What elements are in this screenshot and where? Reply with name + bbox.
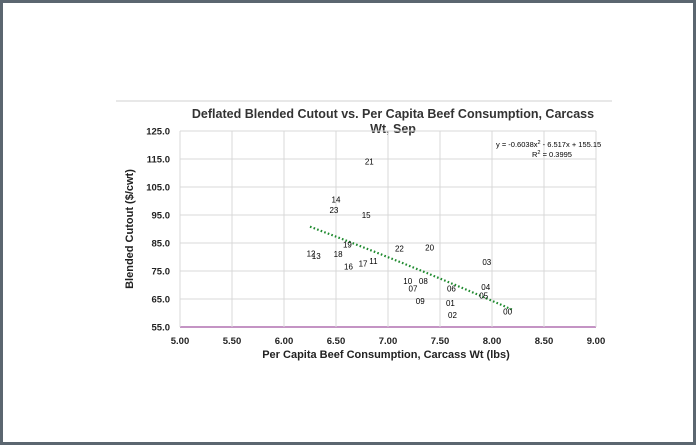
- x-tick-label: 8.50: [535, 336, 554, 347]
- point-label-15: 15: [362, 211, 371, 220]
- point-label-14: 14: [332, 195, 341, 204]
- point-label-01: 01: [446, 299, 455, 308]
- tick-labels: 5.00 5.50 6.00 6.50 7.00 7.50 8.00 8.50 9.00 55.0…: [146, 127, 605, 348]
- trendline-equation: y = -0.6038x2 - 6.517x + 155.15: [496, 140, 601, 149]
- y-tick-label: 115.0: [147, 155, 170, 166]
- point-label-11: 11: [369, 257, 378, 266]
- point-label-00: 00: [503, 308, 512, 317]
- point-label-06: 06: [447, 284, 456, 293]
- x-axis-title: Per Capita Beef Consumption, Carcass Wt …: [262, 349, 510, 361]
- grid: [179, 130, 597, 328]
- y-tick-label: 55.0: [152, 323, 171, 334]
- point-label-08: 08: [419, 277, 428, 286]
- chart-title-line-1: Deflated Blended Cutout vs. Per Capita B…: [192, 107, 594, 121]
- point-label-21: 21: [365, 158, 374, 167]
- y-axis-title: Blended Cutout ($/cwt): [124, 169, 136, 289]
- y-tick-label: 85.0: [152, 239, 171, 250]
- point-label-10: 10: [403, 277, 412, 286]
- x-tick-label: 6.00: [275, 336, 294, 347]
- point-label-19: 19: [343, 241, 352, 250]
- point-label-12: 12: [307, 249, 316, 258]
- y-tick-label: 125.0: [146, 127, 170, 138]
- x-tick-label: 7.50: [431, 336, 450, 347]
- point-label-22: 22: [395, 245, 404, 254]
- point-label-09: 09: [416, 297, 425, 306]
- point-label-16: 16: [344, 263, 353, 272]
- x-tick-label: 6.50: [327, 336, 346, 347]
- x-tick-label: 8.00: [483, 336, 502, 347]
- x-tick-label: 5.50: [223, 336, 242, 347]
- point-label-02: 02: [448, 311, 457, 320]
- point-label-17: 17: [359, 260, 368, 269]
- x-tick-label: 9.00: [587, 336, 606, 347]
- y-tick-label: 95.0: [152, 211, 171, 222]
- y-tick-label: 75.0: [152, 267, 171, 278]
- point-label-07: 07: [409, 284, 418, 293]
- x-tick-label: 7.00: [379, 336, 398, 347]
- point-label-04: 04: [481, 283, 490, 292]
- point-label-18: 18: [334, 250, 343, 259]
- chart-title-line-2: Wt, Sep: [370, 122, 416, 136]
- point-label-05: 05: [479, 292, 488, 301]
- y-tick-label: 105.0: [146, 183, 170, 194]
- r-squared: R2 = 0.3995: [532, 150, 572, 159]
- point-label-03: 03: [482, 258, 491, 267]
- y-tick-label: 65.0: [152, 295, 171, 306]
- point-label-13: 13: [312, 252, 321, 261]
- point-label-20: 20: [425, 243, 434, 252]
- point-label-23: 23: [329, 206, 338, 215]
- x-tick-label: 5.00: [171, 336, 190, 347]
